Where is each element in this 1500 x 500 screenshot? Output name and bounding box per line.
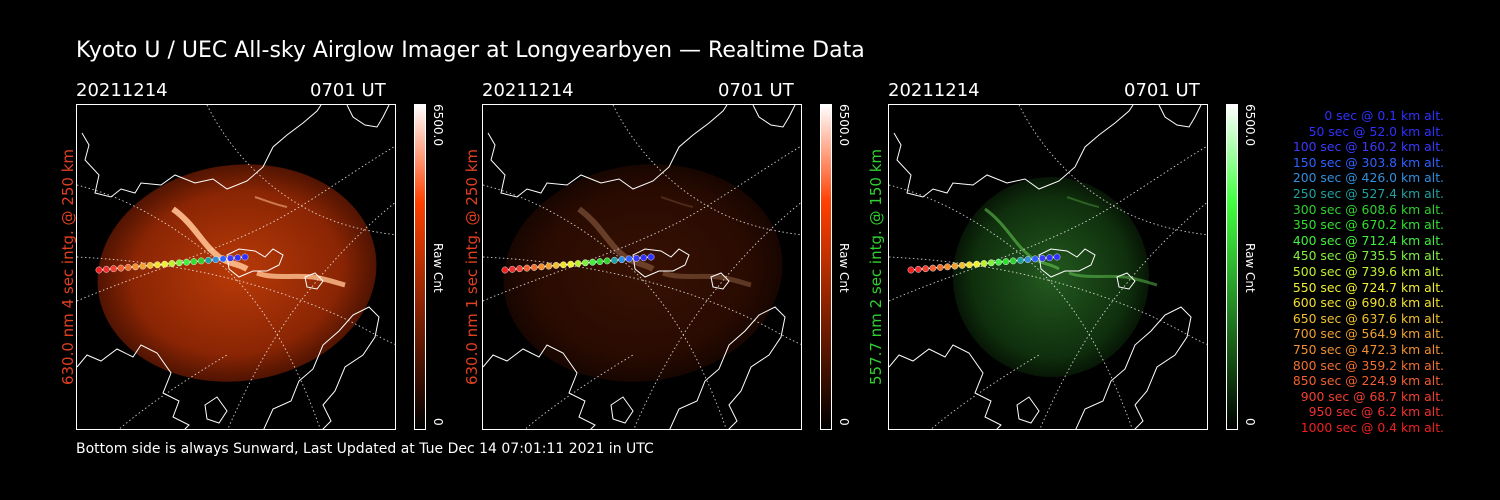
legend-item: 450 sec @ 735.5 km alt.: [1292, 248, 1444, 264]
panel-2-colorbar-max: 6500.0: [837, 104, 851, 146]
panel-1-colorbar: [414, 104, 426, 430]
panel-1-colorbar-max: 6500.0: [431, 104, 445, 146]
panel-3-colorbar: [1226, 104, 1238, 430]
legend-item: 700 sec @ 564.9 km alt.: [1292, 326, 1444, 342]
legend-item: 100 sec @ 160.2 km alt.: [1292, 139, 1444, 155]
legend-item: 550 sec @ 724.7 km alt.: [1292, 279, 1444, 295]
legend-item: 350 sec @ 670.2 km alt.: [1292, 217, 1444, 233]
legend-item: 900 sec @ 68.7 km alt.: [1300, 388, 1444, 404]
legend-item: 850 sec @ 224.9 km alt.: [1292, 373, 1444, 389]
panel-1-colorbar-min: 0: [431, 418, 445, 426]
footer-update-note: Bottom side is always Sunward, Last Upda…: [76, 441, 654, 457]
panel-2-time: 0701 UT: [718, 80, 794, 101]
panel-2-ylabel: 630.0 nm 1 sec intg. @ 250 km: [463, 148, 481, 386]
legend-item: 600 sec @ 690.8 km alt.: [1292, 295, 1444, 311]
panel-1-colorbar-label: Raw Cnt: [431, 243, 445, 293]
legend-item: 0 sec @ 0.1 km alt.: [1324, 108, 1444, 123]
panel-3-colorbar-label: Raw Cnt: [1243, 243, 1257, 293]
panel-1-ylabel: 630.0 nm 4 sec intg. @ 250 km: [59, 148, 77, 386]
legend-item: 500 sec @ 739.6 km alt.: [1292, 263, 1444, 279]
panel-3-date: 20211214: [888, 80, 980, 101]
panel-3-colorbar-max: 6500.0: [1243, 104, 1257, 146]
legend-item: 150 sec @ 303.8 km alt.: [1292, 154, 1444, 170]
panel-2-date: 20211214: [482, 80, 574, 101]
legend-item: 950 sec @ 6.2 km alt.: [1308, 404, 1444, 420]
legend-item: 50 sec @ 52.0 km alt.: [1308, 123, 1444, 139]
panel-3-image: [888, 104, 1208, 430]
panel-3-colorbar-min: 0: [1243, 418, 1257, 426]
legend-item: 300 sec @ 608.6 km alt.: [1292, 201, 1444, 217]
panel-2-colorbar: [820, 104, 832, 430]
legend-item: 250 sec @ 527.4 km alt.: [1292, 185, 1444, 201]
panel-2-colorbar-label: Raw Cnt: [837, 243, 851, 293]
trajectory-legend: 0 sec @ 0.1 km alt. 50 sec @ 52.0 km alt…: [1262, 108, 1444, 435]
legend-item: 800 sec @ 359.2 km alt.: [1292, 357, 1444, 373]
panel-1-time: 0701 UT: [310, 80, 386, 101]
panel-2-image: [482, 104, 802, 430]
legend-item: 750 sec @ 472.3 km alt.: [1292, 341, 1444, 357]
panel-1-date: 20211214: [76, 80, 168, 101]
panel-2-colorbar-min: 0: [837, 418, 851, 426]
legend-item: 200 sec @ 426.0 km alt.: [1292, 170, 1444, 186]
page-title: Kyoto U / UEC All-sky Airglow Imager at …: [76, 38, 865, 63]
panel-1-image: [76, 104, 396, 430]
panel-3-ylabel: 557.7 nm 2 sec intg. @ 150 km: [867, 148, 885, 386]
legend-item: 400 sec @ 712.4 km alt.: [1292, 232, 1444, 248]
legend-item: 1000 sec @ 0.4 km alt.: [1300, 419, 1444, 435]
legend-item: 650 sec @ 637.6 km alt.: [1292, 310, 1444, 326]
panel-3-time: 0701 UT: [1124, 80, 1200, 101]
